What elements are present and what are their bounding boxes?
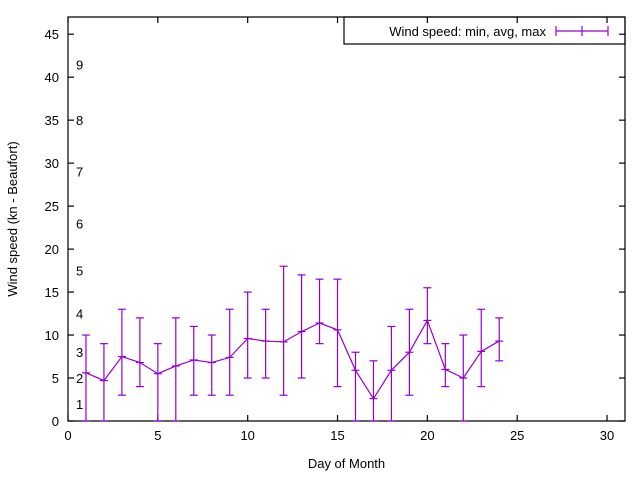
- x-axis-ticks: 0 5 10 15 20 25 30: [64, 17, 614, 443]
- legend-label: Wind speed: min, avg, max: [389, 24, 546, 39]
- error-bar: [171, 317, 180, 422]
- beaufort-label: 7: [76, 165, 83, 180]
- x-tick-label: 10: [240, 428, 254, 443]
- y-tick-label: 25: [45, 199, 59, 214]
- y-tick-label: 30: [45, 156, 59, 171]
- beaufort-label: 6: [76, 216, 83, 231]
- x-tick-label: 30: [600, 428, 614, 443]
- error-bar: [315, 278, 324, 345]
- legend: Wind speed: min, avg, max: [343, 16, 626, 45]
- beaufort-label: 4: [76, 307, 83, 322]
- beaufort-label: 9: [76, 57, 83, 72]
- y-tick-label: 20: [45, 242, 59, 257]
- x-tick-label: 25: [510, 428, 524, 443]
- average-line-group: [85, 319, 500, 400]
- error-bar: [333, 278, 342, 388]
- y-tick-label: 40: [45, 70, 59, 85]
- error-bar: [153, 343, 162, 422]
- y-axis-title: Wind speed (kn - Beaufort): [5, 141, 20, 296]
- y-tick-label: 10: [45, 328, 59, 343]
- beaufort-scale-labels: 1 2 3 4 5 6 7 8 9: [76, 57, 83, 412]
- error-bar: [441, 343, 450, 388]
- y-tick-label: 45: [45, 27, 59, 42]
- beaufort-label: 5: [76, 264, 83, 279]
- error-bar: [81, 334, 90, 422]
- beaufort-label: 1: [76, 397, 83, 412]
- x-axis-title: Day of Month: [308, 456, 385, 471]
- beaufort-label: 8: [76, 113, 83, 128]
- error-bar: [225, 308, 234, 396]
- x-tick-label: 5: [154, 428, 161, 443]
- x-tick-label: 20: [420, 428, 434, 443]
- y-tick-label: 0: [52, 414, 59, 429]
- legend-box: [343, 16, 626, 45]
- error-bar: [351, 351, 360, 422]
- average-line: [85, 319, 500, 400]
- y-tick-label: 5: [52, 371, 59, 386]
- beaufort-label: 2: [76, 371, 83, 386]
- y-tick-label: 15: [45, 285, 59, 300]
- y-tick-label: 35: [45, 113, 59, 128]
- legend-key-errorbar-icon: [555, 26, 609, 36]
- x-tick-label: 15: [330, 428, 344, 443]
- x-tick-label: 0: [64, 428, 71, 443]
- beaufort-label: 3: [76, 345, 83, 360]
